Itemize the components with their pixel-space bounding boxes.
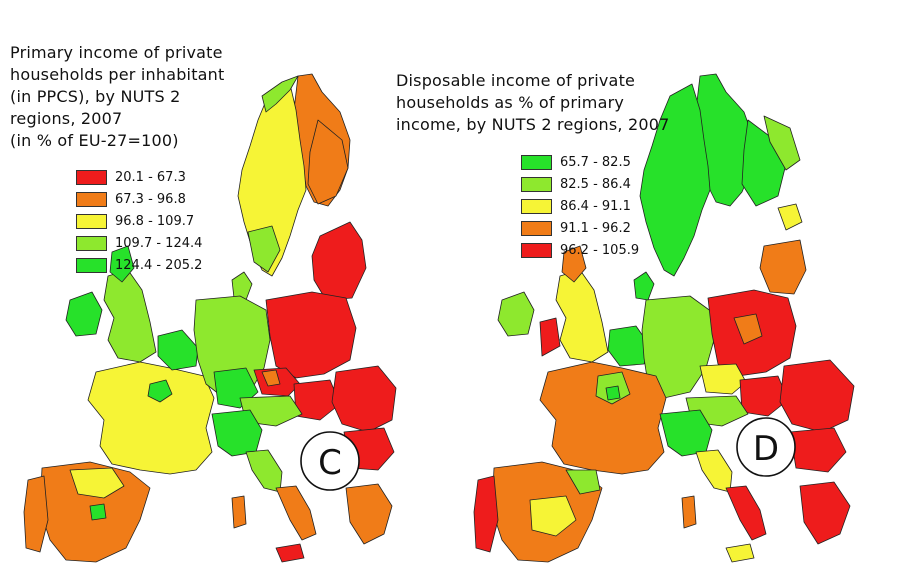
legend-swatch: [76, 169, 107, 185]
region-prague: [261, 369, 281, 387]
legend-item: 96.2 - 105.9: [521, 239, 639, 261]
region-sweden: [639, 83, 711, 277]
region-uk: [555, 269, 609, 363]
region-poland-mid: [733, 313, 763, 345]
region-finland-north: [763, 115, 801, 171]
region-romania: [779, 359, 855, 433]
legend-label: 20.1 - 67.3: [115, 169, 186, 185]
region-czechia: [699, 363, 747, 395]
legend-item: 124.4 - 205.2: [76, 254, 202, 276]
region-germany: [641, 295, 715, 399]
legend-swatch: [76, 191, 107, 207]
region-paris: [605, 385, 621, 401]
map-c-title: Primary income of private households per…: [10, 43, 225, 150]
region-sardinia: [231, 495, 247, 529]
region-paris: [147, 379, 173, 403]
legend-label: 96.2 - 105.9: [560, 242, 640, 258]
region-france: [539, 361, 667, 475]
region-bulgaria: [789, 427, 847, 473]
region-italy-central: [245, 449, 283, 493]
legend-swatch: [521, 220, 552, 236]
region-spain-central: [529, 495, 577, 537]
legend-swatch: [521, 154, 552, 170]
map-c-legend: 20.1 - 67.3 67.3 - 96.8 96.8 - 109.7 109…: [76, 166, 202, 276]
legend-item: 82.5 - 86.4: [521, 173, 639, 195]
legend-swatch: [521, 198, 552, 214]
legend-label: 65.7 - 82.5: [560, 154, 631, 170]
region-italy-north: [659, 409, 713, 457]
region-stockholm: [247, 225, 281, 273]
map-c: [23, 73, 397, 563]
region-greece: [799, 481, 851, 545]
map-d-title: Disposable income of private households …: [396, 71, 670, 134]
legend-label: 91.1 - 96.2: [560, 220, 631, 236]
region-greece: [345, 483, 393, 545]
legend-item: 91.1 - 96.2: [521, 217, 639, 239]
region-finland-east: [307, 119, 349, 205]
region-benelux: [607, 325, 651, 367]
region-scotland: [109, 245, 135, 283]
map-c-label-circle: C: [300, 431, 360, 491]
region-baltics: [759, 239, 807, 295]
region-poland: [265, 291, 357, 379]
region-portugal: [473, 475, 499, 553]
legend-item: 109.7 - 124.4: [76, 232, 202, 254]
region-france: [87, 361, 215, 475]
legend-swatch: [521, 242, 552, 258]
legend-label: 109.7 - 124.4: [115, 235, 203, 251]
legend-label: 82.5 - 86.4: [560, 176, 631, 192]
legend-swatch: [76, 235, 107, 251]
region-italy-north: [211, 409, 263, 457]
legend-label: 96.8 - 109.7: [115, 213, 195, 229]
region-romania: [331, 365, 397, 433]
region-italy-south: [275, 485, 317, 541]
region-spain-north: [565, 469, 601, 495]
legend-swatch: [76, 257, 107, 273]
legend-item: 86.4 - 91.1: [521, 195, 639, 217]
region-uk: [103, 269, 157, 363]
region-baltics: [311, 221, 367, 301]
region-benelux: [157, 329, 199, 371]
map-d: [473, 73, 855, 563]
region-finland-south: [777, 203, 803, 231]
region-spain-north: [69, 467, 125, 499]
region-ireland: [65, 291, 103, 337]
region-norrland: [261, 75, 299, 113]
region-sweden: [237, 83, 307, 277]
region-denmark: [231, 271, 253, 301]
region-madrid: [89, 503, 107, 521]
legend-swatch: [76, 213, 107, 229]
region-italy-central: [695, 449, 733, 493]
legend-label: 124.4 - 205.2: [115, 257, 203, 273]
map-d-label-circle: D: [736, 417, 796, 477]
legend-label: 86.4 - 91.1: [560, 198, 631, 214]
map-d-label: D: [753, 429, 779, 469]
legend-item: 67.3 - 96.8: [76, 188, 202, 210]
legend-item: 96.8 - 109.7: [76, 210, 202, 232]
legend-item: 65.7 - 82.5: [521, 151, 639, 173]
region-italy-south: [725, 485, 767, 541]
region-sicily: [275, 543, 305, 563]
legend-label: 67.3 - 96.8: [115, 191, 186, 207]
region-ireland: [497, 291, 535, 337]
region-denmark: [633, 271, 655, 301]
legend-item: 20.1 - 67.3: [76, 166, 202, 188]
region-sardinia: [681, 495, 697, 529]
map-c-label: C: [318, 443, 342, 483]
legend-swatch: [521, 176, 552, 192]
region-scotland: [561, 245, 587, 283]
region-sicily: [725, 543, 755, 563]
region-wales: [539, 317, 561, 357]
map-d-legend: 65.7 - 82.5 82.5 - 86.4 86.4 - 91.1 91.1…: [521, 151, 639, 261]
region-portugal: [23, 475, 49, 553]
